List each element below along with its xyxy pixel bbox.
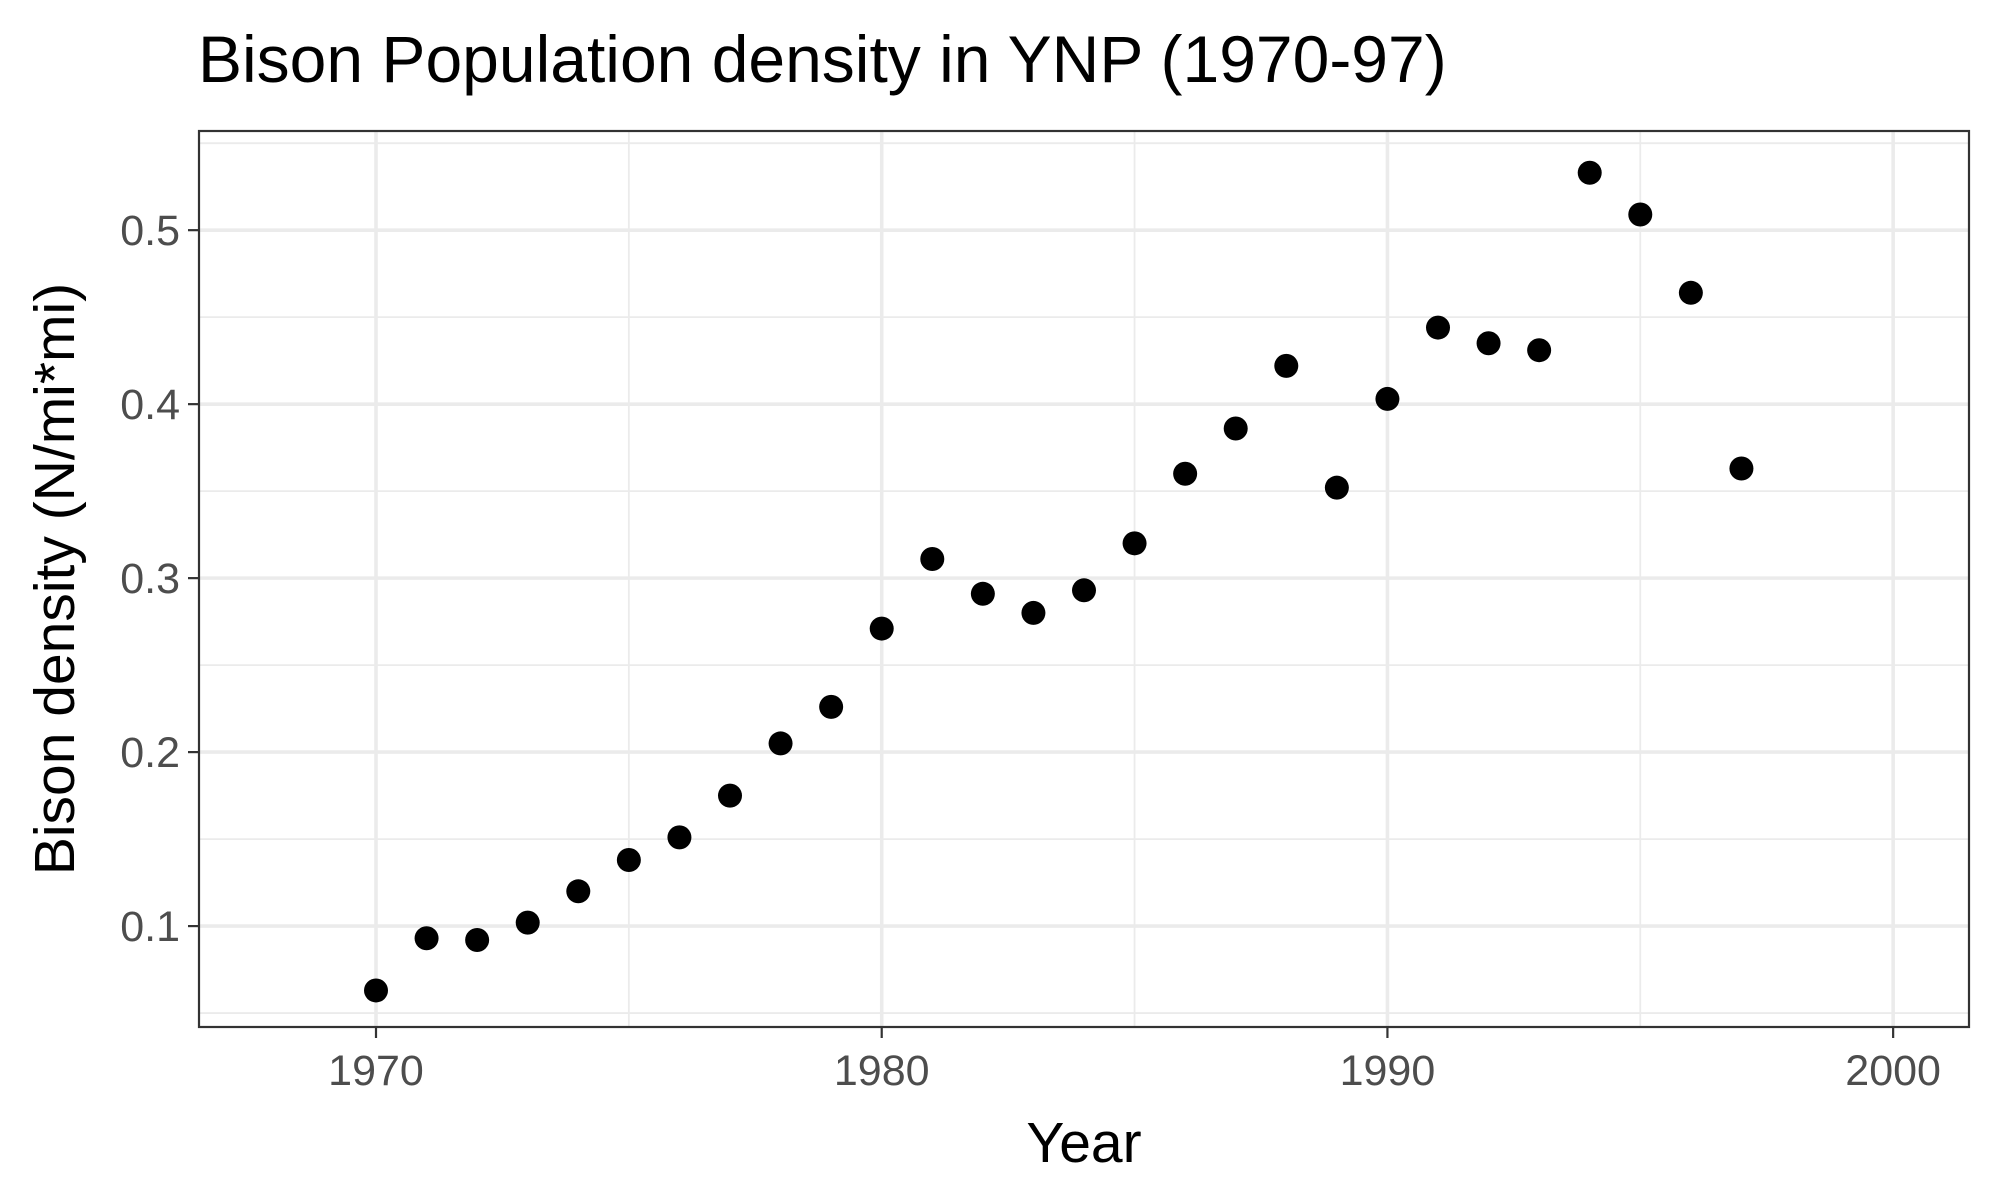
data-point-1986 xyxy=(1173,461,1198,486)
y-axis-title: Bison density (N/mi*mi) xyxy=(23,283,87,875)
data-point-1979 xyxy=(819,694,844,719)
y-tick-label-0: 0.1 xyxy=(120,903,180,951)
data-point-1975 xyxy=(616,847,641,872)
y-axis: 0.1 0.2 0.3 0.4 0.5 xyxy=(120,207,199,951)
y-tick-label-4: 0.5 xyxy=(120,207,180,255)
x-tick-label-0: 1970 xyxy=(328,1047,424,1095)
data-point-1972 xyxy=(465,928,490,953)
data-point-1995 xyxy=(1628,202,1653,227)
data-point-1977 xyxy=(718,783,742,808)
data-point-1994 xyxy=(1577,160,1602,185)
data-point-1984 xyxy=(1072,578,1096,603)
chart-title: Bison Population density in YNP (1970-97… xyxy=(198,22,1447,96)
gridlines xyxy=(199,131,1969,1027)
y-tick-label-3: 0.4 xyxy=(120,381,180,429)
data-point-1992 xyxy=(1476,331,1501,356)
data-point-1981 xyxy=(920,546,945,571)
data-point-1982 xyxy=(970,581,995,606)
data-point-1970 xyxy=(364,978,388,1003)
x-tick-label-2: 1990 xyxy=(1340,1047,1436,1095)
data-point-1987 xyxy=(1223,416,1248,441)
x-axis: 1970 1980 1990 2000 xyxy=(328,1027,1941,1095)
data-point-1989 xyxy=(1324,475,1349,500)
x-axis-title: Year xyxy=(1026,1111,1141,1175)
data-point-1996 xyxy=(1678,280,1703,305)
y-tick-label-2: 0.3 xyxy=(120,555,180,603)
x-tick-label-1: 1980 xyxy=(834,1047,930,1095)
data-point-1985 xyxy=(1122,531,1147,556)
data-point-1973 xyxy=(515,910,540,935)
data-point-1971 xyxy=(414,926,439,951)
y-tick-label-1: 0.2 xyxy=(120,729,180,777)
data-point-1988 xyxy=(1274,353,1299,378)
data-point-1980 xyxy=(869,616,894,641)
data-point-1976 xyxy=(667,825,692,850)
data-point-1997 xyxy=(1729,456,1754,481)
x-tick-label-3: 2000 xyxy=(1845,1047,1941,1095)
data-point-1978 xyxy=(768,731,793,756)
data-point-1990 xyxy=(1375,386,1400,411)
data-points xyxy=(364,160,1754,1003)
data-point-1974 xyxy=(566,879,591,904)
data-point-1993 xyxy=(1527,338,1552,363)
data-point-1991 xyxy=(1426,315,1450,340)
data-point-1983 xyxy=(1021,600,1046,625)
